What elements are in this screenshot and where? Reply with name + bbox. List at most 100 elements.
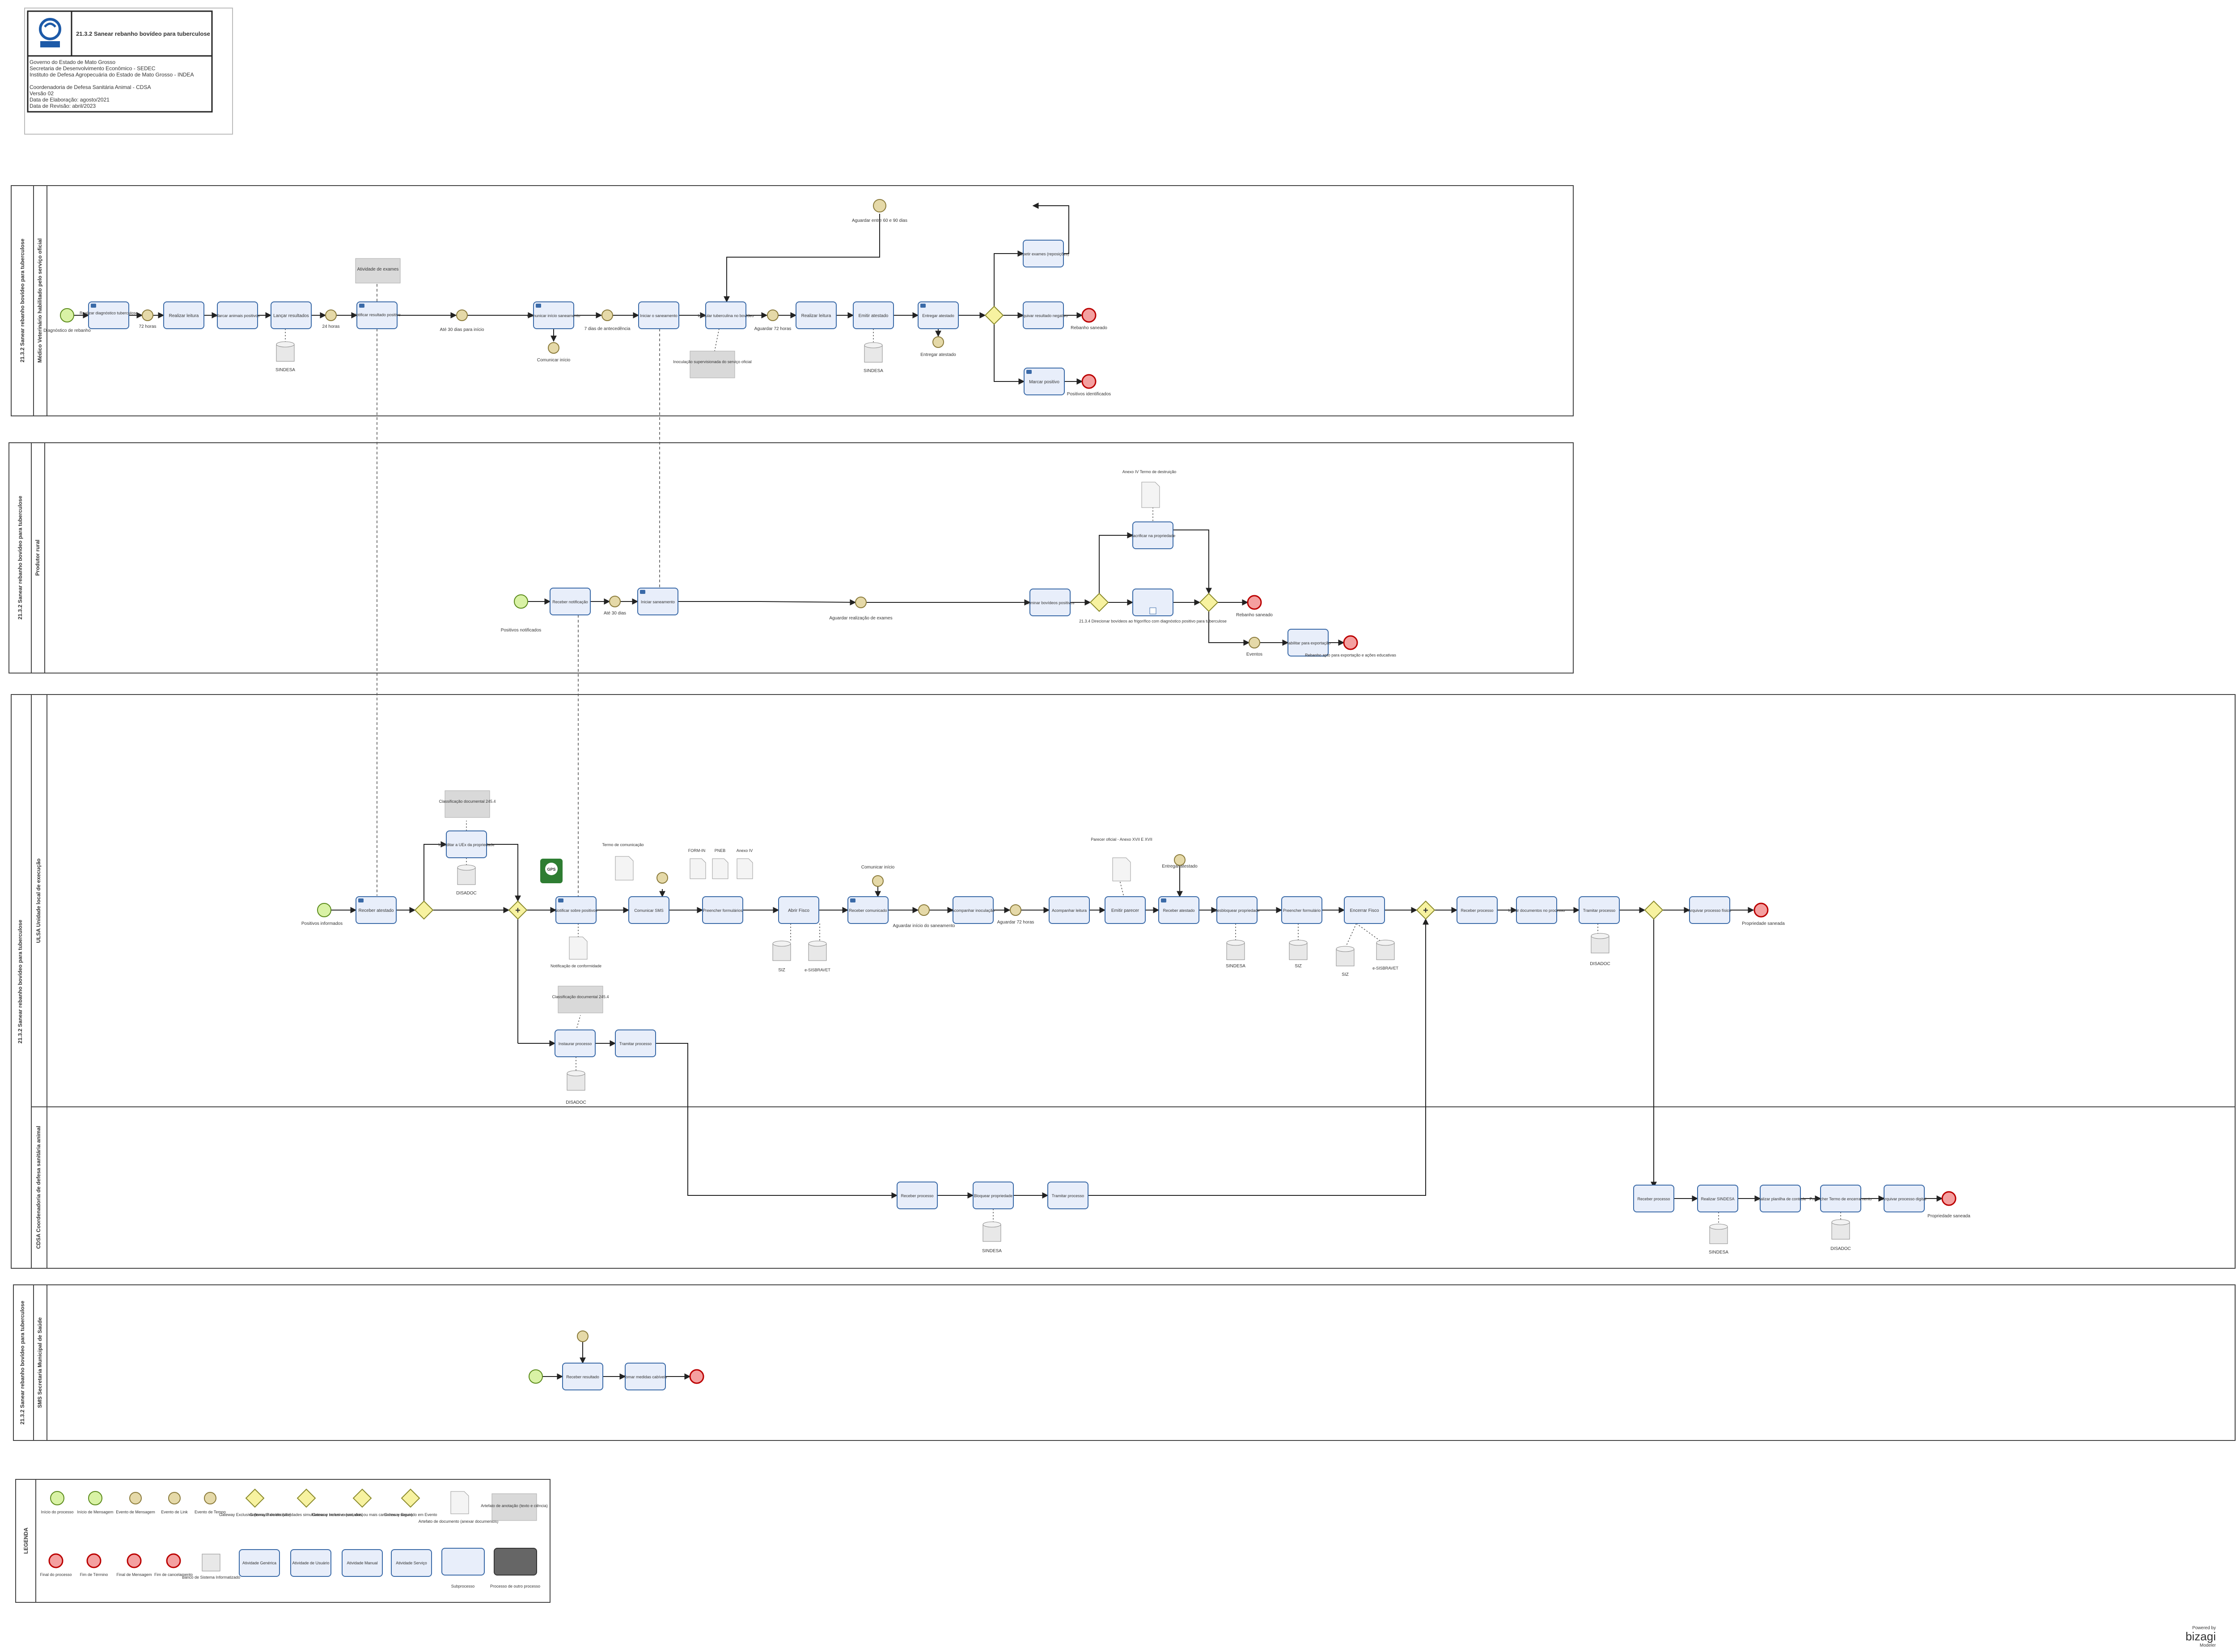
start-event[interactable] (60, 308, 74, 322)
task-receber-atestado-2[interactable]: Receber atestado (1158, 896, 1199, 924)
task-acompanhar-leitura[interactable]: Acompanhar leitura (1049, 896, 1090, 924)
start-event[interactable] (529, 1369, 543, 1384)
end-event (1343, 635, 1358, 650)
task-label: Preencher formulários (703, 908, 743, 913)
task-preencher-formularios[interactable]: Preencher formulários (702, 896, 743, 924)
task-preencher-formulario[interactable]: Preencher formulário (1281, 896, 1322, 924)
legend-service-task-icon (391, 1549, 432, 1577)
task-abrir-fisco[interactable]: Abrir Fisco (778, 896, 819, 924)
exclusive-gateway[interactable] (414, 900, 434, 920)
task-label: Receber resultado (566, 1375, 599, 1379)
exclusive-gateway[interactable] (984, 305, 1004, 325)
sequence-flows (74, 203, 1943, 1380)
task-realizar-diagnostico[interactable]: Realizar diagnóstico tuberculose (80, 301, 138, 329)
task-label: Inocular tuberculina no bovídeo (698, 313, 754, 318)
task-tomar-medidas[interactable]: Tomar medidas cabíveis (623, 1363, 667, 1390)
task-interditar[interactable]: Interditar a UEx da propriedade (438, 830, 495, 858)
task-label: Realizar leitura (801, 313, 831, 318)
exclusive-gateway[interactable] (1644, 900, 1664, 920)
task-habilitar-exportacao[interactable]: Habilitar para exportação (1286, 629, 1331, 657)
doc-label: Notificação de conformidade (551, 964, 601, 968)
task-iniciar-saneamento[interactable]: Iniciar o saneamento (638, 301, 679, 329)
legend-title: LEGENDA (23, 1527, 29, 1554)
task-comunicar-sms[interactable]: Comunicar SMS (628, 896, 669, 924)
task-comunicar-inicio[interactable]: Comunicar início saneamento (527, 301, 580, 329)
legend-label: Evento de Mensagem (116, 1510, 155, 1514)
task-bloquear-propriedade[interactable]: Bloquear propriedade (973, 1182, 1014, 1209)
task-marcar-positivos[interactable]: Marcar animais positivos (215, 301, 260, 329)
task-receber-resultado[interactable]: Receber resultado (562, 1363, 603, 1390)
task-label: Desbloquear propriedade (1214, 908, 1260, 913)
task-cdsa-receber-processo-2[interactable]: Receber processo (1633, 1185, 1674, 1212)
database-icon: e-SISBRAVET (805, 940, 830, 972)
legend-label: Artefato de anotação (texto e ciência) (481, 1504, 548, 1508)
end-event (1247, 595, 1262, 610)
task-realizar-sindesa[interactable]: Realizar SINDESA (1697, 1185, 1738, 1212)
task-realizar-leitura[interactable]: Realizar leitura (163, 301, 204, 329)
task-encerrar-fisco[interactable]: Encerrar Fisco (1344, 896, 1385, 924)
task-arquivar-negativo[interactable]: Arquivar resultado negativo (1019, 301, 1068, 329)
subprocess-direcionar-frigorifico[interactable]: 21.3.4 Direcionar bovídeos ao frigorífic… (1079, 589, 1227, 623)
start-event[interactable] (514, 594, 528, 609)
event-label: Rebanho saneado (1071, 326, 1107, 330)
task-arquivar-fisico[interactable]: Arquivar processo físico (1688, 896, 1731, 924)
task-sacrificar[interactable]: Sacrificar na propriedade (1131, 521, 1176, 549)
task-lancar-resultados[interactable]: Lançar resultados (271, 301, 312, 329)
legend-label: Atividade Serviço (396, 1561, 427, 1565)
task-iniciar-saneamento-prod[interactable]: Iniciar saneamento (637, 588, 678, 615)
task-eliminar-bovideos[interactable]: Eliminar bovídeos positivos (1025, 589, 1075, 616)
event-label: Aguardar 72 horas (997, 920, 1034, 925)
legend-link-icon (168, 1492, 181, 1504)
timer-event-icon (873, 199, 886, 212)
message-event-icon (548, 342, 559, 354)
task-cdsa-receber-processo[interactable]: Receber processo (897, 1182, 938, 1209)
task-atualizar-planilha[interactable]: Atualizar planilha de controle (1754, 1185, 1806, 1212)
task-arquivar-digital[interactable]: Arquivar processo digital (1882, 1185, 1927, 1212)
task-cdsa-tramitar[interactable]: Tramitar processo (1047, 1182, 1088, 1209)
message-task-icon (359, 304, 364, 308)
gps-label: GPS (547, 867, 555, 872)
legend-label: Gateway Exclusivo (tomada de decisão) (219, 1512, 291, 1517)
exclusive-gateway[interactable] (1089, 593, 1109, 612)
task-repetir-exames[interactable]: Repetir exames (reposições) (1017, 240, 1069, 267)
task-tramitar-processo[interactable]: Tramitar processo (1579, 896, 1620, 924)
task-desbloquear[interactable]: Desbloquear propriedade (1214, 896, 1260, 924)
task-label: Realizar SINDESA (1701, 1197, 1734, 1201)
task-tramitar-processo-2[interactable]: Tramitar processo (615, 1029, 656, 1057)
task-notificar-positivos[interactable]: Notificar sobre positivos (555, 896, 597, 924)
task-marcar-positivo[interactable]: Marcar positivo (1024, 368, 1065, 395)
task-instaurar-processo[interactable]: Instaurar processo (555, 1029, 596, 1057)
pool-label: 21.3.2 Sanear rebanho bovídeo para tuber… (17, 919, 23, 1043)
task-label: Habilitar para exportação (1286, 641, 1331, 645)
task-receber-comunicado[interactable]: Receber comunicado (847, 896, 889, 924)
task-acompanhar-inoculacao[interactable]: Acompanhar inoculação (952, 896, 995, 924)
task-label: Emitir parecer (1111, 908, 1139, 913)
task-incluir-documentos[interactable]: Incluir documentos no processo (1508, 896, 1565, 924)
task-entregar-atestado[interactable]: Entregar atestado (918, 301, 959, 329)
task-receber-notificacao[interactable]: Receber notificação (550, 588, 591, 615)
parallel-gateway[interactable]: + (1416, 900, 1436, 920)
task-realizar-leitura-2[interactable]: Realizar leitura (796, 301, 837, 329)
start-event[interactable] (317, 903, 331, 917)
task-inocular-tuberculina[interactable]: Inocular tuberculina no bovídeo (698, 301, 754, 329)
task-label: Acompanhar leitura (1052, 908, 1087, 913)
exclusive-gateway[interactable] (1199, 593, 1219, 612)
legend-end-icon (48, 1553, 64, 1568)
parallel-gateway[interactable]: + (508, 900, 528, 920)
task-label: Eliminar bovídeos positivos (1025, 601, 1075, 605)
task-preencher-termo[interactable]: Preencher Termo de encerramento (1809, 1185, 1872, 1212)
database-icon: SIZ (1336, 946, 1355, 977)
task-receber-processo[interactable]: Receber processo (1457, 896, 1498, 924)
task-label: Abrir Fisco (788, 908, 809, 913)
task-emitir-atestado[interactable]: Emitir atestado (853, 301, 894, 329)
task-receber-atestado[interactable]: Receber atestado (356, 896, 397, 924)
legend-message-event-icon (129, 1492, 142, 1504)
event-label: Comunicar início (537, 358, 571, 363)
legend-parallel-icon (296, 1488, 316, 1508)
task-label: Lançar resultados (273, 313, 309, 318)
task-notificar-resultado[interactable]: Notificar resultado positivo (353, 301, 401, 329)
header-card: 21.3.2 Sanear rebanho bovídeo para tuber… (24, 8, 233, 135)
annotation: Inoculação supervisionada do serviço ofi… (673, 351, 752, 378)
task-emitir-parecer[interactable]: Emitir parecer (1105, 896, 1146, 924)
event-label: Propriedade saneada (1927, 1214, 1970, 1219)
